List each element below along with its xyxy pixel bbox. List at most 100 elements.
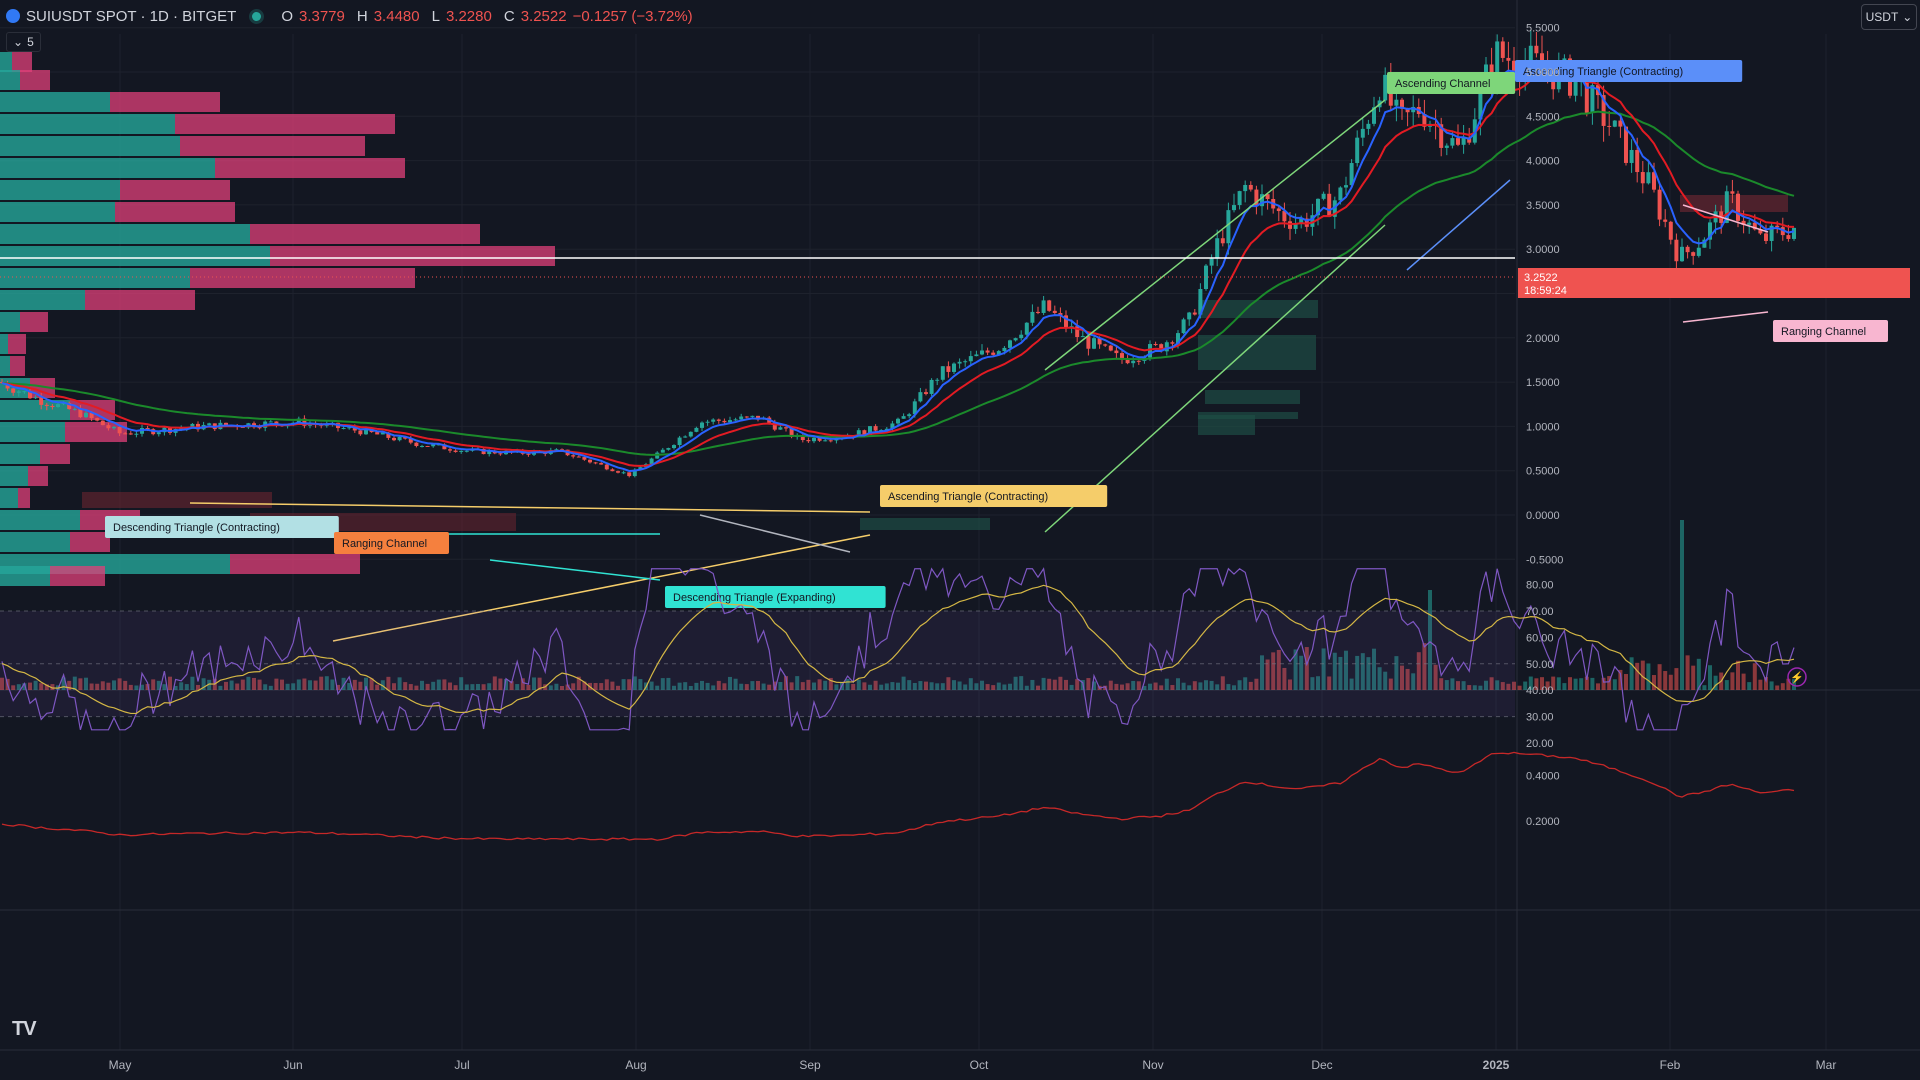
volume-bar — [1495, 680, 1500, 690]
change-value: −0.1257 (−3.72%) — [572, 7, 693, 25]
pattern-label-bg — [105, 516, 339, 538]
volume-bar — [1058, 676, 1063, 690]
volume-bar — [235, 683, 240, 690]
volume-bar — [907, 680, 912, 690]
volume-bar — [352, 679, 357, 690]
volume-bar — [442, 679, 447, 690]
pattern-line — [1682, 204, 1769, 233]
volume-bar — [89, 683, 94, 690]
volume-bar — [106, 682, 111, 690]
candle-body — [1064, 315, 1068, 328]
volume-bar — [1702, 685, 1707, 690]
volume-bar — [974, 683, 979, 690]
candle-body — [1327, 193, 1332, 217]
volume-bar — [1271, 652, 1276, 690]
volume-bar — [1120, 684, 1124, 690]
candle-body — [823, 440, 828, 442]
volume-bar — [1372, 648, 1376, 690]
volume-bar — [1467, 685, 1472, 690]
volume-bar — [946, 677, 951, 690]
volume-bar — [1198, 682, 1203, 690]
candle-body — [1086, 336, 1091, 349]
sui-logo-icon — [6, 9, 20, 23]
tradingview-logo-icon[interactable]: TV — [12, 1018, 37, 1040]
candle-body — [1288, 221, 1292, 229]
candle-body — [207, 423, 212, 425]
currency-select[interactable]: USDT ⌄ — [1861, 4, 1917, 30]
volume-bar — [1741, 673, 1746, 690]
candle-body — [156, 432, 161, 435]
volume-bar — [1528, 676, 1533, 690]
volume-bar — [67, 680, 72, 690]
volume-bar — [22, 683, 27, 690]
volume-bar — [1646, 663, 1651, 690]
candle-body — [341, 427, 346, 429]
candle-body — [397, 436, 402, 441]
volume-bar — [33, 680, 38, 690]
candle-body — [1153, 344, 1158, 346]
volume-bar — [576, 676, 581, 690]
volume-bar — [666, 677, 671, 690]
volume-bar — [1411, 673, 1416, 690]
volume-profile-sell — [50, 566, 105, 586]
volume-profile-buy — [0, 566, 50, 586]
candle-body — [61, 402, 66, 405]
volume-profile-sell — [85, 290, 195, 310]
volume-bar — [296, 679, 301, 690]
volume-bar — [509, 681, 514, 690]
volume-bar — [1758, 679, 1763, 690]
time-label: Dec — [1311, 1058, 1332, 1072]
volume-bar — [364, 677, 368, 690]
rsi-tick-label: 30.00 — [1526, 712, 1554, 724]
volume-bar — [1276, 649, 1281, 690]
close-label: C — [503, 7, 515, 25]
volume-bar — [184, 684, 189, 690]
candle-body — [1108, 345, 1113, 351]
candle-body — [1170, 342, 1175, 344]
symbol-title[interactable]: SUIUSDT SPOT · 1D · BITGET — [26, 7, 237, 25]
candle-body — [571, 455, 576, 457]
candle-body — [1685, 246, 1690, 253]
volume-bar — [1450, 678, 1455, 690]
symbol-legend[interactable]: SUIUSDT SPOT · 1D · BITGET O 3.3779 H 3.44… — [6, 4, 693, 28]
volume-bar — [1786, 678, 1791, 690]
volume-bar — [112, 680, 116, 690]
candle-body — [1215, 238, 1220, 259]
candle-body — [991, 352, 996, 355]
volume-bar — [520, 678, 525, 690]
time-label: Sep — [799, 1058, 821, 1072]
candle-body — [683, 436, 688, 438]
candle-body — [1254, 189, 1259, 207]
candle-body — [1103, 344, 1108, 346]
volume-bar — [313, 680, 318, 690]
candle-body — [106, 425, 111, 429]
candle-body — [739, 416, 744, 420]
candle-body — [44, 404, 49, 406]
volume-bar — [95, 683, 100, 690]
volume-bar — [268, 685, 273, 690]
volume-bar — [190, 676, 195, 690]
candle-body — [1769, 225, 1774, 241]
volume-bar — [173, 685, 178, 690]
candle-body — [1696, 247, 1701, 256]
candle-body — [1282, 211, 1287, 222]
volume-bar — [537, 677, 542, 690]
volume-profile-buy — [0, 202, 115, 222]
volume-bar — [1215, 684, 1220, 690]
price-tick-label: 0.0000 — [1526, 510, 1560, 522]
volume-profile-sell — [115, 202, 235, 222]
pattern-label: Descending Triangle (Expanding) — [673, 592, 836, 604]
candle-body — [1080, 336, 1085, 338]
volume-bar — [1747, 682, 1752, 690]
candle-body — [1355, 137, 1360, 164]
ema-mid-line — [1, 71, 1795, 467]
candle-body — [912, 401, 917, 415]
volume-profile-buy — [0, 312, 20, 332]
volume-bar — [952, 680, 956, 690]
indicators-toggle-button[interactable]: ⌄ 5 — [6, 32, 41, 52]
chevron-down-icon: ⌄ — [1902, 10, 1913, 24]
volume-bar — [504, 679, 508, 690]
candle-body — [772, 422, 777, 430]
candle-body — [1534, 45, 1539, 54]
